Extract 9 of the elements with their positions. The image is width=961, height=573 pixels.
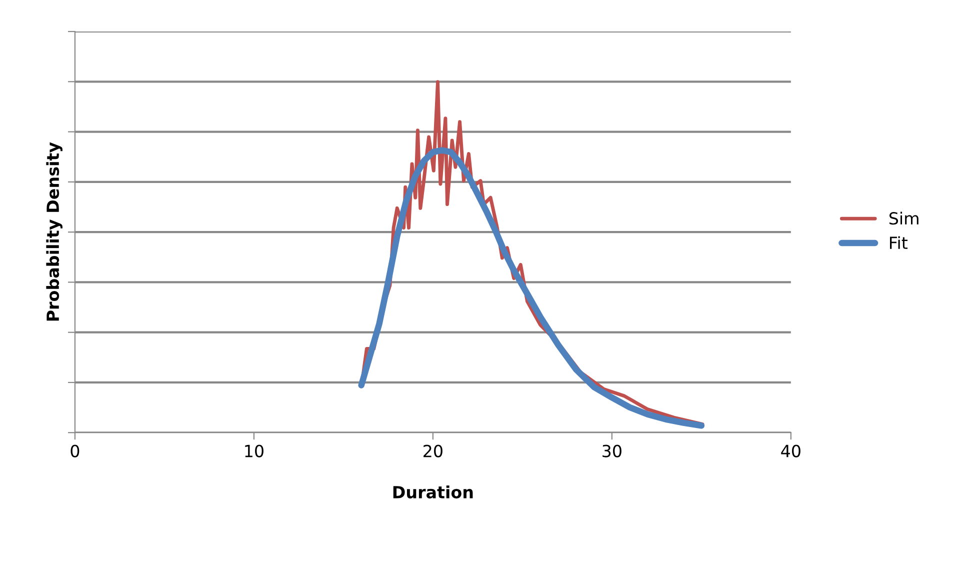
legend-label: Fit bbox=[890, 236, 908, 249]
x-tick-label: 40 bbox=[781, 444, 800, 458]
y-axis-title: Probability Density bbox=[46, 142, 62, 321]
x-axis-title: Duration bbox=[393, 486, 473, 498]
x-tick-label: 20 bbox=[424, 444, 442, 458]
x-tick-label: 30 bbox=[602, 444, 622, 458]
x-tick-label: 0 bbox=[70, 444, 80, 458]
x-tick-label: 10 bbox=[245, 444, 264, 458]
legend-label: Sim bbox=[889, 212, 918, 225]
